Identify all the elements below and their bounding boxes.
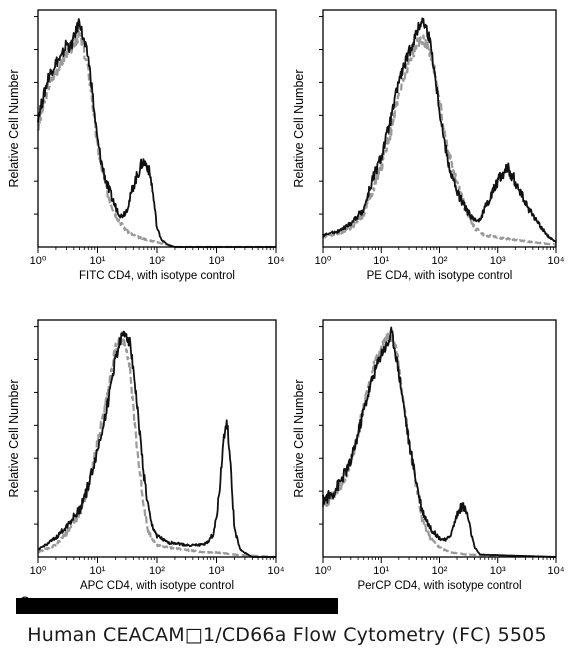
x-tick-label: 10² [432,565,448,577]
x-tick-label: 10³ [209,255,225,267]
histogram-panel-2: 10⁰ 10¹ 10² 10³ 10⁴ PE CD4, with isotype cont… [292,9,565,282]
cd4-stain-curve-4 [322,326,557,558]
x-tick-label: 10⁰ [30,565,47,577]
x-tick-label: 10⁰ [315,255,332,267]
x-tick-label: 10¹ [90,255,106,267]
isotype-control-curve-3 [37,331,277,559]
cd4-stain-curve-2 [322,17,557,243]
x-tick-label: 10² [432,255,448,267]
histogram-panel-1: 10⁰ 10¹ 10² 10³ 10⁴ FITC CD4, with isotype co… [7,9,285,282]
x-tick-label: 10² [149,565,165,577]
x-tick-label: 10³ [209,565,225,577]
x-tick-label: 10³ [490,565,506,577]
y-axis-label: Relative Cell Number [7,69,21,187]
y-axis-label: Relative Cell Number [292,69,306,187]
figure-caption: Human CEACAM□1/CD66a Flow Cytometry (FC)… [27,624,547,646]
histogram-panel-3: 10⁰ 10¹ 10² 10³ 10⁴ APC CD4, with isotype con… [7,319,285,592]
x-tick-label: 10³ [490,255,506,267]
x-tick-label: 10² [149,255,165,267]
x-tick-label: 10¹ [90,565,106,577]
watermark-redaction-bar [16,598,338,614]
cd4-stain-curve-3 [37,330,277,558]
x-tick-label: 10⁴ [548,255,565,267]
y-axis-label: Relative Cell Number [292,379,306,497]
y-axis-label: Relative Cell Number [7,379,21,497]
x-tick-label: 10⁴ [268,255,285,267]
isotype-control-curve-4 [321,331,557,559]
x-tick-label: 10⁰ [30,255,47,267]
isotype-control-curve-1 [37,28,277,249]
x-tick-label: 10¹ [373,255,389,267]
plot-frame [322,9,557,248]
histogram-panel-4: 10⁰ 10¹ 10² 10³ 10⁴ PerCP CD4, with isotype c… [292,319,565,592]
x-tick-label: 10¹ [373,565,389,577]
x-axis-label: APC CD4, with isotype control [80,580,234,592]
cd4-stain-curve-1 [37,18,277,248]
x-tick-label: 10⁴ [548,565,565,577]
x-axis-label: PerCP CD4, with isotype control [357,580,521,592]
copyright-symbol: © [18,595,32,611]
x-tick-label: 10⁰ [315,565,332,577]
x-axis-label: FITC CD4, with isotype control [79,270,235,282]
x-axis-label: PE CD4, with isotype control [367,270,513,282]
x-tick-label: 10⁴ [268,565,285,577]
